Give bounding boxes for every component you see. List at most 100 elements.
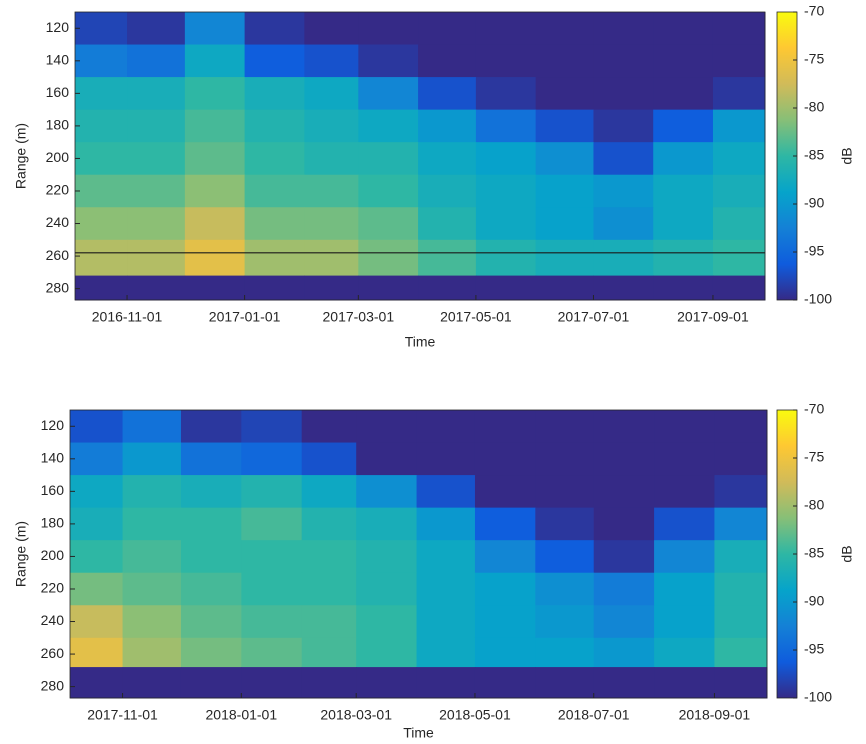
x-tick-label: 2017-01-01 [209,309,281,325]
heatmap-cell [474,637,536,668]
heatmap-cell [712,207,766,241]
heatmap-cell [127,12,186,46]
heatmap-cell [535,572,595,606]
heatmap-cell [122,572,182,606]
y-tick-label: 140 [46,52,70,68]
heatmap-cell [593,109,654,143]
colorbar-tick-label: -70 [804,3,824,19]
heatmap-cell [653,174,714,208]
heatmap-cell [654,572,715,606]
heatmap-cell [127,44,186,78]
heatmap-cell [244,239,305,277]
colorbar-tick-label: -70 [804,401,824,417]
heatmap-cell [418,275,477,301]
colorbar-tick-label: -75 [804,449,824,465]
heatmap-cell [535,207,594,241]
heatmap-cell [712,275,766,301]
heatmap-cell [712,174,766,208]
heatmap-cell [535,44,594,78]
heatmap-cell [301,442,357,476]
heatmap-cell [358,239,419,277]
heatmap-cell [593,637,655,668]
colorbar-tick-label: -90 [804,195,824,211]
heatmap-cell [241,540,303,574]
heatmap-cell [714,667,768,699]
heatmap-cell [184,77,246,111]
heatmap-cell [418,44,477,78]
heatmap-cell [474,540,536,574]
heatmap-cell [474,507,536,541]
heatmap-cell [356,572,418,606]
heatmap-cell [184,239,246,277]
heatmap-cell [714,637,768,668]
heatmap-cell [593,605,655,639]
heatmap-cell [416,442,476,476]
heatmap-cell [358,12,419,46]
heatmap-cell [418,174,477,208]
heatmap-cell [474,410,536,444]
heatmap-cell [418,12,477,46]
heatmap-cell [127,109,186,143]
heatmap-cell [75,207,128,241]
heatmap-cell [418,207,477,241]
heatmap-cell [653,12,714,46]
heatmap-cell [244,275,305,301]
plot-frame [69,409,768,699]
heatmap-cell [416,475,476,509]
heatmap-cell [304,109,359,143]
x-tick-label: 2017-03-01 [323,309,395,325]
heatmap-cell [241,605,303,639]
heatmap-cell [535,239,594,277]
colorbar-tick-label: -80 [804,497,824,513]
heatmap-cell [535,109,594,143]
heatmap-cell [593,142,654,176]
heatmap-cell [122,507,182,541]
heatmap-cell [416,410,476,444]
plot-frame [74,11,766,301]
heatmap-cell [593,275,654,301]
heatmap-cell [535,475,595,509]
heatmap-cell [475,142,537,176]
heatmap-cell [180,572,242,606]
heatmap-cell [535,507,595,541]
heatmap-cell [593,540,655,574]
heatmap-cell [474,667,536,699]
colorbar-tick-label: -95 [804,243,824,259]
heatmap-cell [474,572,536,606]
y-axis-label: Range (m) [13,123,29,189]
heatmap-cell [714,572,768,606]
heatmap-cell [122,540,182,574]
heatmap-cell [535,667,595,699]
heatmap-cell [75,77,128,111]
heatmap-cell [654,605,715,639]
colorbar-tick-label: -95 [804,641,824,657]
heatmap-cell [653,77,714,111]
heatmap-cell [418,142,477,176]
heatmap-cell [127,77,186,111]
heatmap-cell [714,475,768,509]
heatmap-cell [358,44,419,78]
heatmap-cell [180,667,242,699]
heatmap-cell [654,540,715,574]
heatmap-cell [301,572,357,606]
heatmap-cell [301,540,357,574]
heatmap-cell [358,142,419,176]
heatmap-cell [304,142,359,176]
heatmap-cell [122,475,182,509]
y-tick-label: 220 [46,182,70,198]
heatmap-cell [535,77,594,111]
heatmap-cell [418,109,477,143]
heatmap-cell [475,44,537,78]
x-tick-label: 2017-07-01 [558,309,630,325]
heatmap-cell [714,507,768,541]
heatmap-cell [593,572,655,606]
heatmap-cell [301,475,357,509]
heatmap-cell [180,540,242,574]
heatmap-cell [714,605,768,639]
heatmap-cell [127,142,186,176]
heatmap-cell [244,109,305,143]
heatmap-cell [654,667,715,699]
heatmap-cell [304,174,359,208]
heatmap-cell [535,605,595,639]
y-tick-label: 180 [41,515,65,531]
